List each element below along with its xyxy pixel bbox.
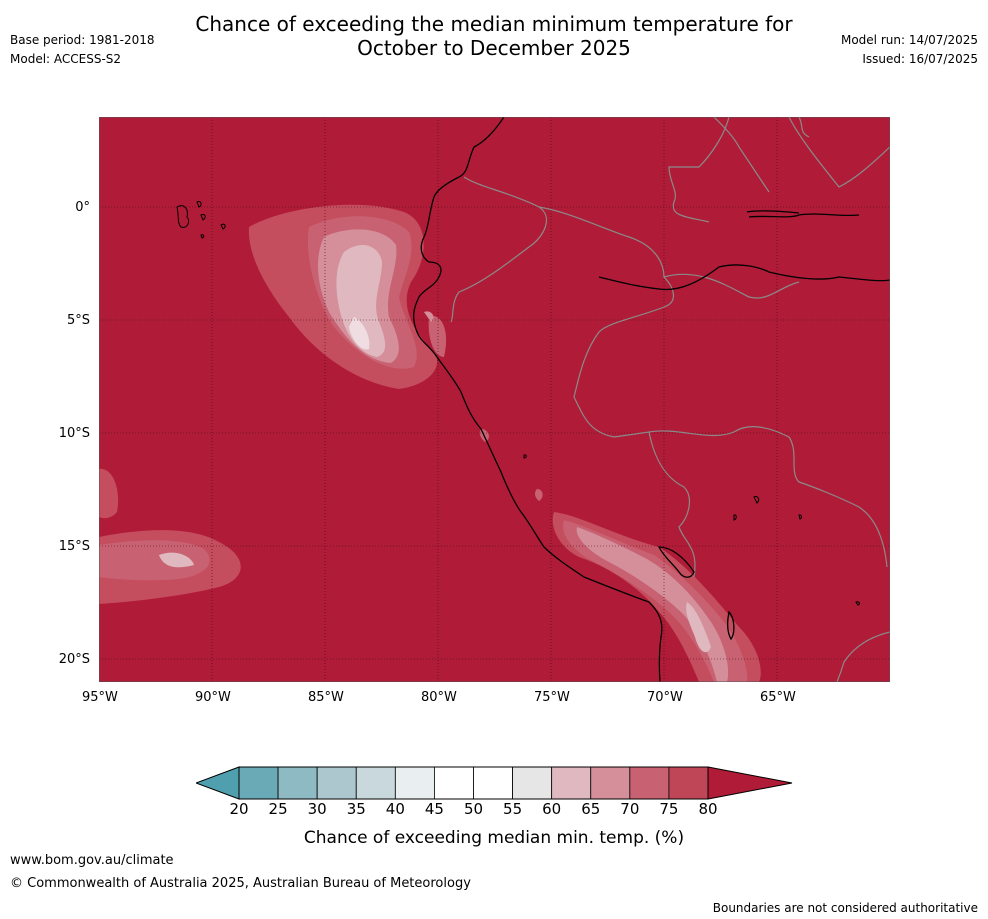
colorbar-tick-label: 75 <box>659 800 679 818</box>
colorbar-tick-label: 60 <box>542 800 562 818</box>
lon-label-80w: 80°W <box>421 690 457 705</box>
lon-label-85w: 85°W <box>308 690 344 705</box>
coastlines <box>413 117 890 682</box>
colorbar-cell <box>629 766 670 800</box>
colorbar-cell <box>473 766 513 800</box>
lon-label-70w: 70°W <box>647 690 683 705</box>
lat-label-15s: 15°S <box>58 539 90 554</box>
colorbar-tick-label: 40 <box>385 800 405 818</box>
colorbar-cell <box>238 766 279 800</box>
colorbar-tick-label: 50 <box>463 800 484 818</box>
forecast-map <box>99 117 890 682</box>
colorbar-tick-label: 35 <box>346 800 366 818</box>
colorbar-cell <box>590 766 631 800</box>
lon-label-75w: 75°W <box>534 690 570 705</box>
inland-lakes <box>523 454 860 606</box>
lon-label-65w: 65°W <box>760 690 796 705</box>
colorbar-tick-label: 80 <box>698 800 718 818</box>
boundaries-disclaimer: Boundaries are not considered authoritat… <box>712 901 978 915</box>
copyright-notice: © Commonwealth of Australia 2025, Austra… <box>10 876 471 891</box>
lat-label-10s: 10°S <box>58 426 90 441</box>
colorbar-cell <box>434 766 474 800</box>
colorbar-cell <box>668 766 709 800</box>
map-background <box>99 117 890 682</box>
colorbar-tick-label: 20 <box>229 800 249 818</box>
title-line-1: Chance of exceeding the median minimum t… <box>195 12 793 36</box>
andes-low-probability-region <box>479 429 761 682</box>
colorbar-title: Chance of exceeding median min. temp. (%… <box>303 828 685 848</box>
colorbar-cell <box>394 766 435 800</box>
chart-title: Chance of exceeding the median minimum t… <box>0 12 988 60</box>
base-period: Base period: 1981-2018 <box>10 33 155 47</box>
lon-label-95w: 95°W <box>82 690 118 705</box>
issued-date: Issued: 16/07/2025 <box>862 52 978 66</box>
lat-label-0: 0° <box>75 200 90 215</box>
colorbar-high-extend <box>707 766 793 800</box>
model-run: Model run: 14/07/2025 <box>840 33 978 47</box>
galapagos-islands <box>176 201 226 239</box>
graticule <box>99 117 890 682</box>
colorbar-tick-label: 55 <box>503 800 523 818</box>
colorbar-tick-label: 25 <box>268 800 288 818</box>
colorbar <box>196 766 793 800</box>
colorbar-low-extend <box>196 766 240 800</box>
lon-label-90w: 90°W <box>195 690 231 705</box>
colorbar-cell <box>355 766 396 800</box>
colorbar-cell <box>316 766 357 800</box>
southwest-low-probability-region <box>99 468 241 604</box>
country-boundaries <box>450 117 890 682</box>
colorbar-cell <box>277 766 318 800</box>
colorbar-cell <box>512 766 553 800</box>
colorbar-cell <box>551 766 592 800</box>
colorbar-tick-label: 30 <box>307 800 327 818</box>
model-name: Model: ACCESS-S2 <box>10 52 122 66</box>
colorbar-tick-label: 65 <box>581 800 601 818</box>
colorbar-frame <box>238 766 709 800</box>
colorbar-tick-label: 45 <box>424 800 444 818</box>
coastal-low-probability-region <box>248 204 447 389</box>
website-link[interactable]: www.bom.gov.au/climate <box>10 853 174 868</box>
title-line-2: October to December 2025 <box>357 36 631 60</box>
colorbar-tick-label: 70 <box>620 800 640 818</box>
lat-label-5s: 5°S <box>66 313 90 328</box>
lat-label-20s: 20°S <box>58 652 90 667</box>
